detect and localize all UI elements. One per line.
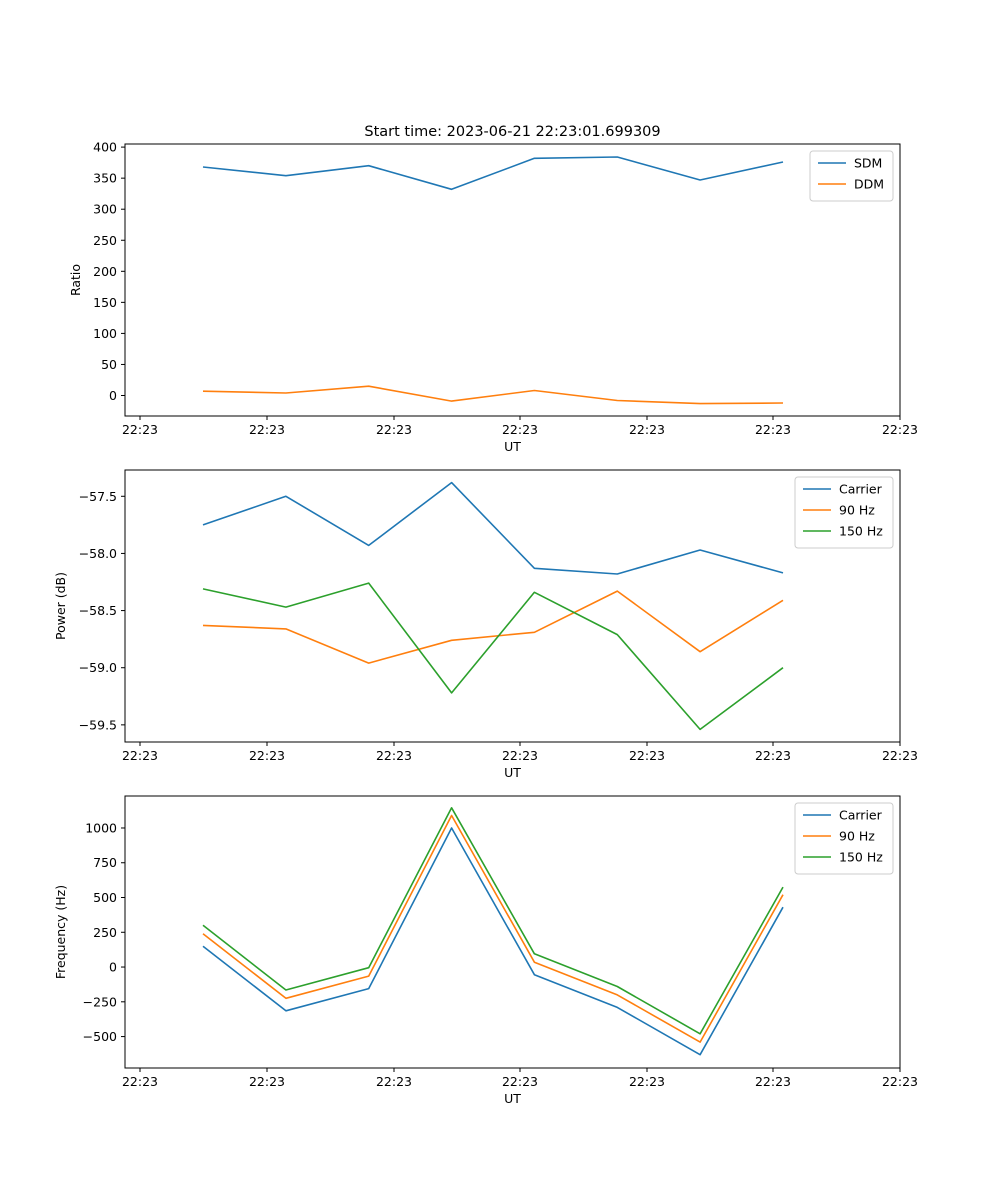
legend-label: 90 Hz [839,829,875,844]
y-tick-label: −58.0 [79,546,117,561]
y-tick-label: 150 [93,295,117,310]
chart-panel-2: 22:23 22:23 22:23 22:23 22:23 22:23 22:23 −59.5… [53,469,918,780]
plot-frame [124,469,901,743]
legend-label: 150 Hz [839,850,883,865]
y-tick-label: 750 [93,855,117,870]
x-tick-label: 22:23 [376,748,412,763]
x-tick-label: 22:23 [502,748,538,763]
series-line-90-hz [202,814,784,1043]
legend-label: 150 Hz [839,524,883,539]
series-line-carrier [202,481,784,575]
series-line-150-hz [202,806,784,1035]
legend-label: Carrier [839,482,883,497]
plot-frame [124,143,901,417]
chart-panel-1: 22:23 22:23 22:23 22:23 22:23 22:23 22:23 0 50 10… [68,140,918,454]
y-tick-label: −59.0 [79,660,117,675]
y-axis-label: Power (dB) [53,572,68,640]
legend-label: 90 Hz [839,503,875,518]
x-tick-label: 22:23 [249,422,285,437]
x-tick-label: 22:23 [882,1074,918,1089]
y-axis-label: Frequency (Hz) [53,885,68,979]
x-tick-label: 22:23 [122,422,158,437]
legend: Carrier 90 Hz 150 Hz [794,802,894,875]
y-tick-label: 0 [109,388,117,403]
y-tick-label: 1000 [85,820,117,835]
series-line-150-hz [202,582,784,731]
x-tick-label: 22:23 [376,422,412,437]
y-tick-label: 500 [93,890,117,905]
y-tick-label: −59.5 [79,717,117,732]
y-tick-label: 0 [109,960,117,975]
legend-label: Carrier [839,808,883,823]
x-tick-label: 22:23 [629,1074,665,1089]
y-tick-label: 50 [101,357,117,372]
x-tick-label: 22:23 [755,748,791,763]
series-line-carrier [202,827,784,1056]
y-tick-label: 350 [93,171,117,186]
x-tick-label: 22:23 [502,1074,538,1089]
y-tick-label: 200 [93,264,117,279]
x-tick-label: 22:23 [629,422,665,437]
x-tick-label: 22:23 [502,422,538,437]
x-tick-label: 22:23 [376,1074,412,1089]
x-axis-label: UT [504,1091,521,1106]
series-line-ddm [202,385,784,405]
y-tick-label: −500 [83,1029,117,1044]
x-tick-label: 22:23 [122,748,158,763]
plot-frame [124,795,901,1069]
x-axis-label: UT [504,439,521,454]
x-tick-label: 22:23 [882,748,918,763]
legend-label: DDM [854,177,884,192]
y-tick-label: −57.5 [79,489,117,504]
y-tick-label: 100 [93,326,117,341]
x-tick-label: 22:23 [629,748,665,763]
x-tick-label: 22:23 [755,1074,791,1089]
figure-title: Start time: 2023-06-21 22:23:01.699309 [364,124,660,140]
x-axis-label: UT [504,765,521,780]
chart-panel-3: 22:23 22:23 22:23 22:23 22:23 22:23 22:23 −500 −… [53,795,918,1106]
x-tick-label: 22:23 [249,748,285,763]
y-tick-label: −58.5 [79,603,117,618]
y-tick-label: 250 [93,233,117,248]
x-tick-label: 22:23 [249,1074,285,1089]
legend: SDM DDM [809,150,894,202]
x-tick-label: 22:23 [122,1074,158,1089]
y-axis-label: Ratio [68,264,83,296]
y-tick-label: 300 [93,202,117,217]
y-tick-label: 400 [93,140,117,155]
legend-label: SDM [854,156,882,171]
y-tick-label: 250 [93,925,117,940]
x-tick-label: 22:23 [755,422,791,437]
series-line-sdm [202,156,784,191]
x-tick-label: 22:23 [882,422,918,437]
y-tick-label: −250 [83,994,117,1009]
series-line-90-hz [202,590,784,664]
legend: Carrier 90 Hz 150 Hz [794,476,894,549]
